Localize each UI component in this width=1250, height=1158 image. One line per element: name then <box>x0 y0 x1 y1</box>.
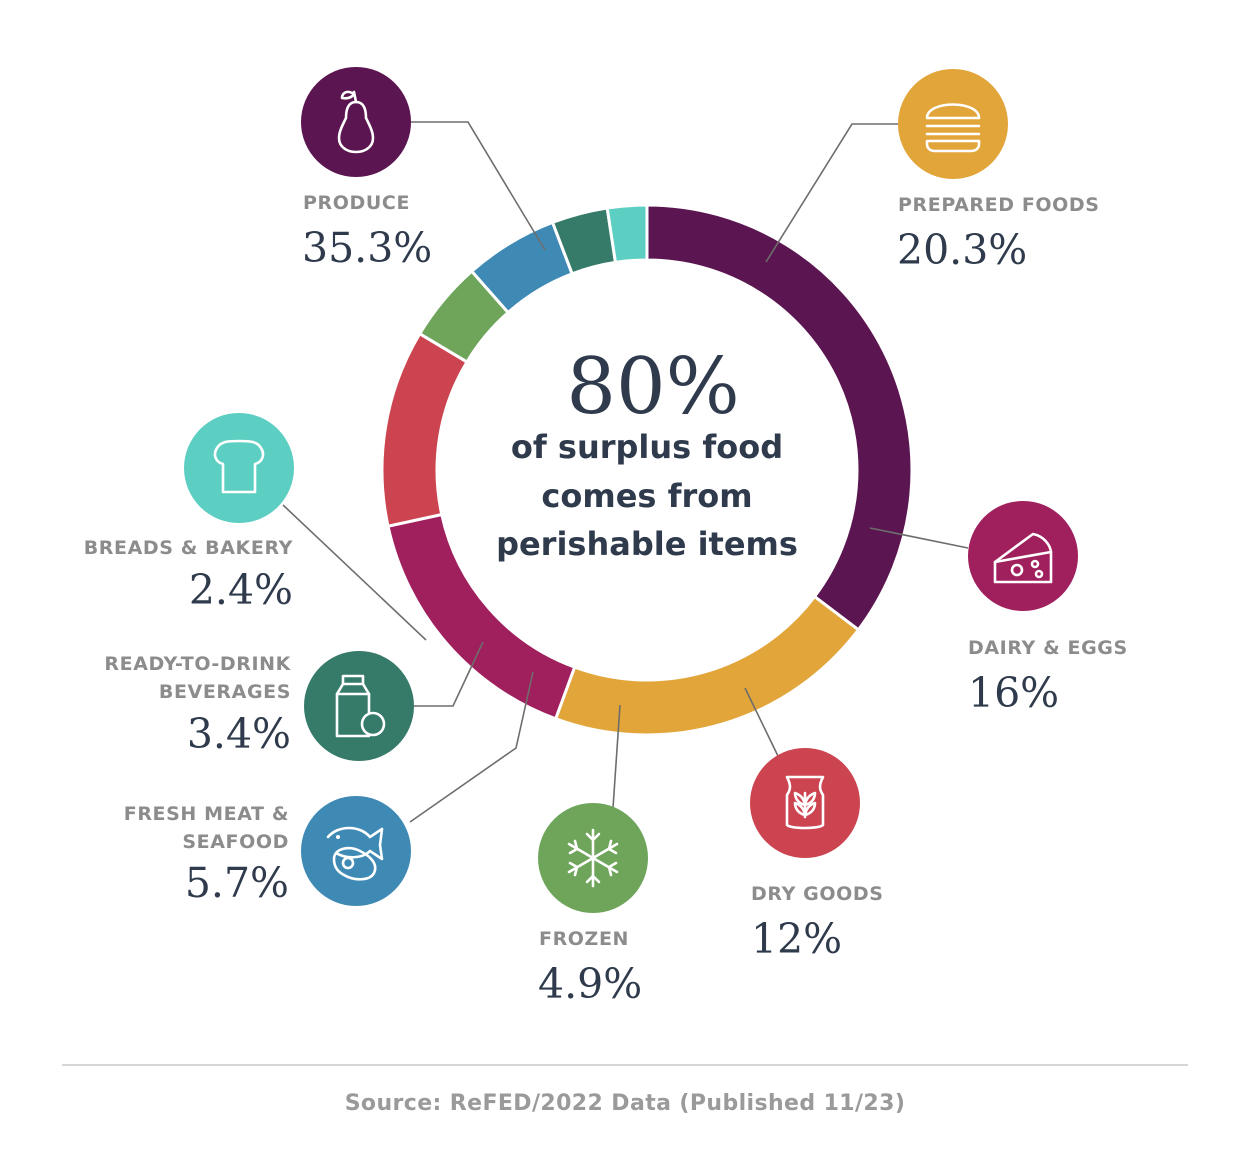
value-fresh-meat: 5.7% <box>185 859 289 907</box>
milk-carton-icon <box>304 651 414 761</box>
label-dry-goods: DRY GOODS <box>751 883 884 905</box>
leader-dry-goods <box>744 687 779 757</box>
leader-produce <box>410 121 546 251</box>
center-percentage: 80% <box>566 342 739 432</box>
center-line-1: of surplus food <box>511 428 783 466</box>
leader-bakery <box>282 504 427 641</box>
label-beverages-line2: BEVERAGES <box>159 681 291 703</box>
value-produce: 35.3% <box>302 224 432 272</box>
label-frozen: FROZEN <box>539 928 629 950</box>
value-frozen: 4.9% <box>538 960 642 1008</box>
slice-breads-bakery <box>605 203 649 265</box>
value-dairy-eggs: 16% <box>968 669 1059 717</box>
leader-prepared-foods <box>765 123 898 263</box>
value-prepared-foods: 20.3% <box>897 226 1027 274</box>
source-note: Source: ReFED/2022 Data (Published 11/23… <box>345 1091 906 1116</box>
label-prepared-foods: PREPARED FOODS <box>898 194 1100 216</box>
pear-icon <box>301 67 411 177</box>
burger-icon <box>898 69 1008 179</box>
label-beverages-line1: READY-TO-DRINK <box>104 653 291 675</box>
donut-slices <box>380 203 914 737</box>
center-line-2: comes from <box>541 477 752 515</box>
label-fresh-meat-line1: FRESH MEAT & <box>124 803 289 825</box>
value-beverages: 3.4% <box>187 710 291 758</box>
leader-lines <box>282 121 969 823</box>
slice-produce <box>645 203 914 632</box>
fish-steak-icon <box>301 796 411 906</box>
value-dry-goods: 12% <box>751 915 842 963</box>
grain-bag-icon <box>750 748 860 858</box>
label-fresh-meat-line2: SEAFOOD <box>182 831 289 853</box>
label-produce: PRODUCE <box>303 192 410 214</box>
center-line-3: perishable items <box>496 525 798 563</box>
label-dairy-eggs: DAIRY & EGGS <box>968 637 1128 659</box>
leader-beverages <box>414 641 484 707</box>
leader-meat <box>409 671 534 823</box>
cheese-icon <box>968 501 1078 611</box>
value-breads-bakery: 2.4% <box>189 566 293 614</box>
slice-dry-goods <box>380 331 469 528</box>
slice-prepared-foods <box>553 594 861 737</box>
leader-dairy <box>869 527 969 549</box>
bread-icon <box>184 413 294 523</box>
leader-frozen <box>612 704 621 809</box>
snowflake-icon <box>538 803 648 913</box>
label-breads-bakery: BREADS & BAKERY <box>84 537 293 559</box>
